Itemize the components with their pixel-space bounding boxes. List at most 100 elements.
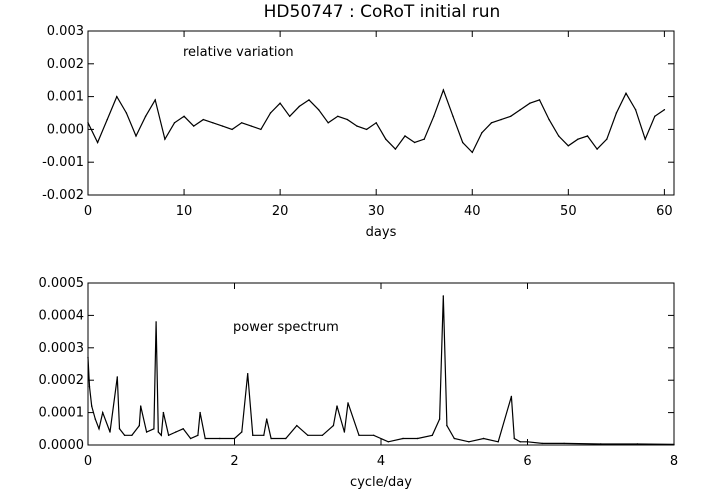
y-tick-label-top: 0.000 [47,122,84,137]
data-point-bottom [131,434,133,436]
y-tick-label-top: -0.001 [42,155,84,170]
data-point-bottom [162,411,165,414]
plot-frame-bottom [87,282,675,446]
data-point-top [462,141,464,144]
y-tick-label-bottom: 0.0002 [39,373,85,388]
series-line-top [87,88,665,154]
data-point-bottom [197,434,199,436]
data-point-top [96,141,99,144]
line-series-relative-variation [87,88,666,154]
data-point-bottom [140,405,142,407]
data-point-top [298,105,300,108]
data-point-top [317,109,320,111]
x-axis-title-top: days [366,225,397,240]
data-point-bottom [446,424,448,427]
data-point-bottom [88,386,91,388]
data-point-bottom [416,437,419,440]
data-point-bottom [189,437,192,440]
data-point-bottom [402,437,404,440]
data-point-bottom [636,443,639,445]
data-point-top [116,95,118,98]
data-point-bottom [387,441,389,443]
data-point-bottom [87,356,89,359]
x-tick-label-bottom: 6 [523,454,531,469]
data-point-bottom [336,405,338,407]
y-tick-label-top: 0.002 [47,57,84,72]
x-ticks-top: 0 10 20 30 40 50 60 [84,31,673,219]
data-point-top [615,112,618,114]
data-point-top [481,132,483,134]
data-point-top [356,125,358,127]
data-point-top [538,99,541,101]
y-tick-label-bottom: 0.0000 [39,438,85,453]
data-point-bottom [160,434,162,436]
data-point-top [144,115,147,118]
data-point-top [241,122,243,124]
data-point-top [337,115,339,118]
data-point-bottom [343,431,346,433]
data-point-top [250,125,252,127]
data-point-bottom [157,431,159,433]
y-tick-label-bottom: 0.0001 [39,406,85,421]
data-point-top [87,122,89,124]
data-point-top [577,138,579,140]
data-point-top [212,122,214,124]
data-point-bottom [155,321,157,323]
x-tick-label-top: 10 [176,204,193,219]
data-point-top [471,151,473,154]
data-point-top [125,112,128,114]
x-tick-label-top: 20 [272,204,289,219]
data-point-bottom [482,437,485,440]
y-ticks-top: -0.002 -0.001 0.000 0.001 0.002 0.003 [42,24,674,203]
data-point-top [606,138,608,140]
data-point-top [452,115,454,118]
data-point-bottom [138,424,140,427]
x-tick-label-top: 40 [464,204,481,219]
data-point-top [596,148,598,150]
data-point-bottom [513,437,515,440]
x-tick-label-bottom: 8 [670,454,678,469]
data-point-top [183,115,185,118]
data-point-bottom [321,434,324,436]
x-tick-label-bottom: 2 [230,454,238,469]
data-point-top [394,148,397,150]
data-point-bottom [453,437,455,440]
data-point-top [519,109,521,111]
data-point-top [442,89,445,91]
annotation-relative-variation: relative variation [183,45,294,60]
data-point-top [586,135,589,137]
data-point-top [173,122,176,124]
data-point-top [135,135,137,137]
data-point-bottom [116,376,119,378]
x-tick-label-top: 30 [368,204,385,219]
data-point-bottom [307,434,309,436]
data-point-top [529,102,531,104]
data-point-bottom [270,437,272,440]
data-point-top [625,92,627,95]
data-point-bottom [175,431,177,433]
data-point-bottom [285,437,287,440]
x-tick-label-top: 50 [560,204,577,219]
data-point-bottom [497,441,499,443]
x-tick-label-top: 60 [656,204,673,219]
data-point-top [490,122,493,124]
data-point-top [654,115,656,118]
y-ticks-bottom: 0.0000 0.0001 0.0002 0.0003 0.0004 0.0005 [39,276,674,453]
data-point-top [567,145,569,147]
chart-relative-variation: 0 10 20 30 40 50 60 -0.002 -0.001 0.000 0.001 0.00… [42,24,675,240]
data-point-top [413,141,416,144]
data-point-bottom [167,434,170,436]
y-tick-label-bottom: 0.0005 [39,276,85,291]
data-point-top [106,118,108,121]
data-point-top [548,118,550,121]
series-line-bottom [87,295,675,445]
data-point-top [279,102,281,104]
data-point-bottom [510,395,513,398]
data-point-top [308,99,310,101]
data-point-top [193,125,195,127]
data-point-bottom [118,428,121,430]
data-point-bottom [98,428,100,430]
x-ticks-bottom: 0 2 4 6 8 [84,283,678,469]
